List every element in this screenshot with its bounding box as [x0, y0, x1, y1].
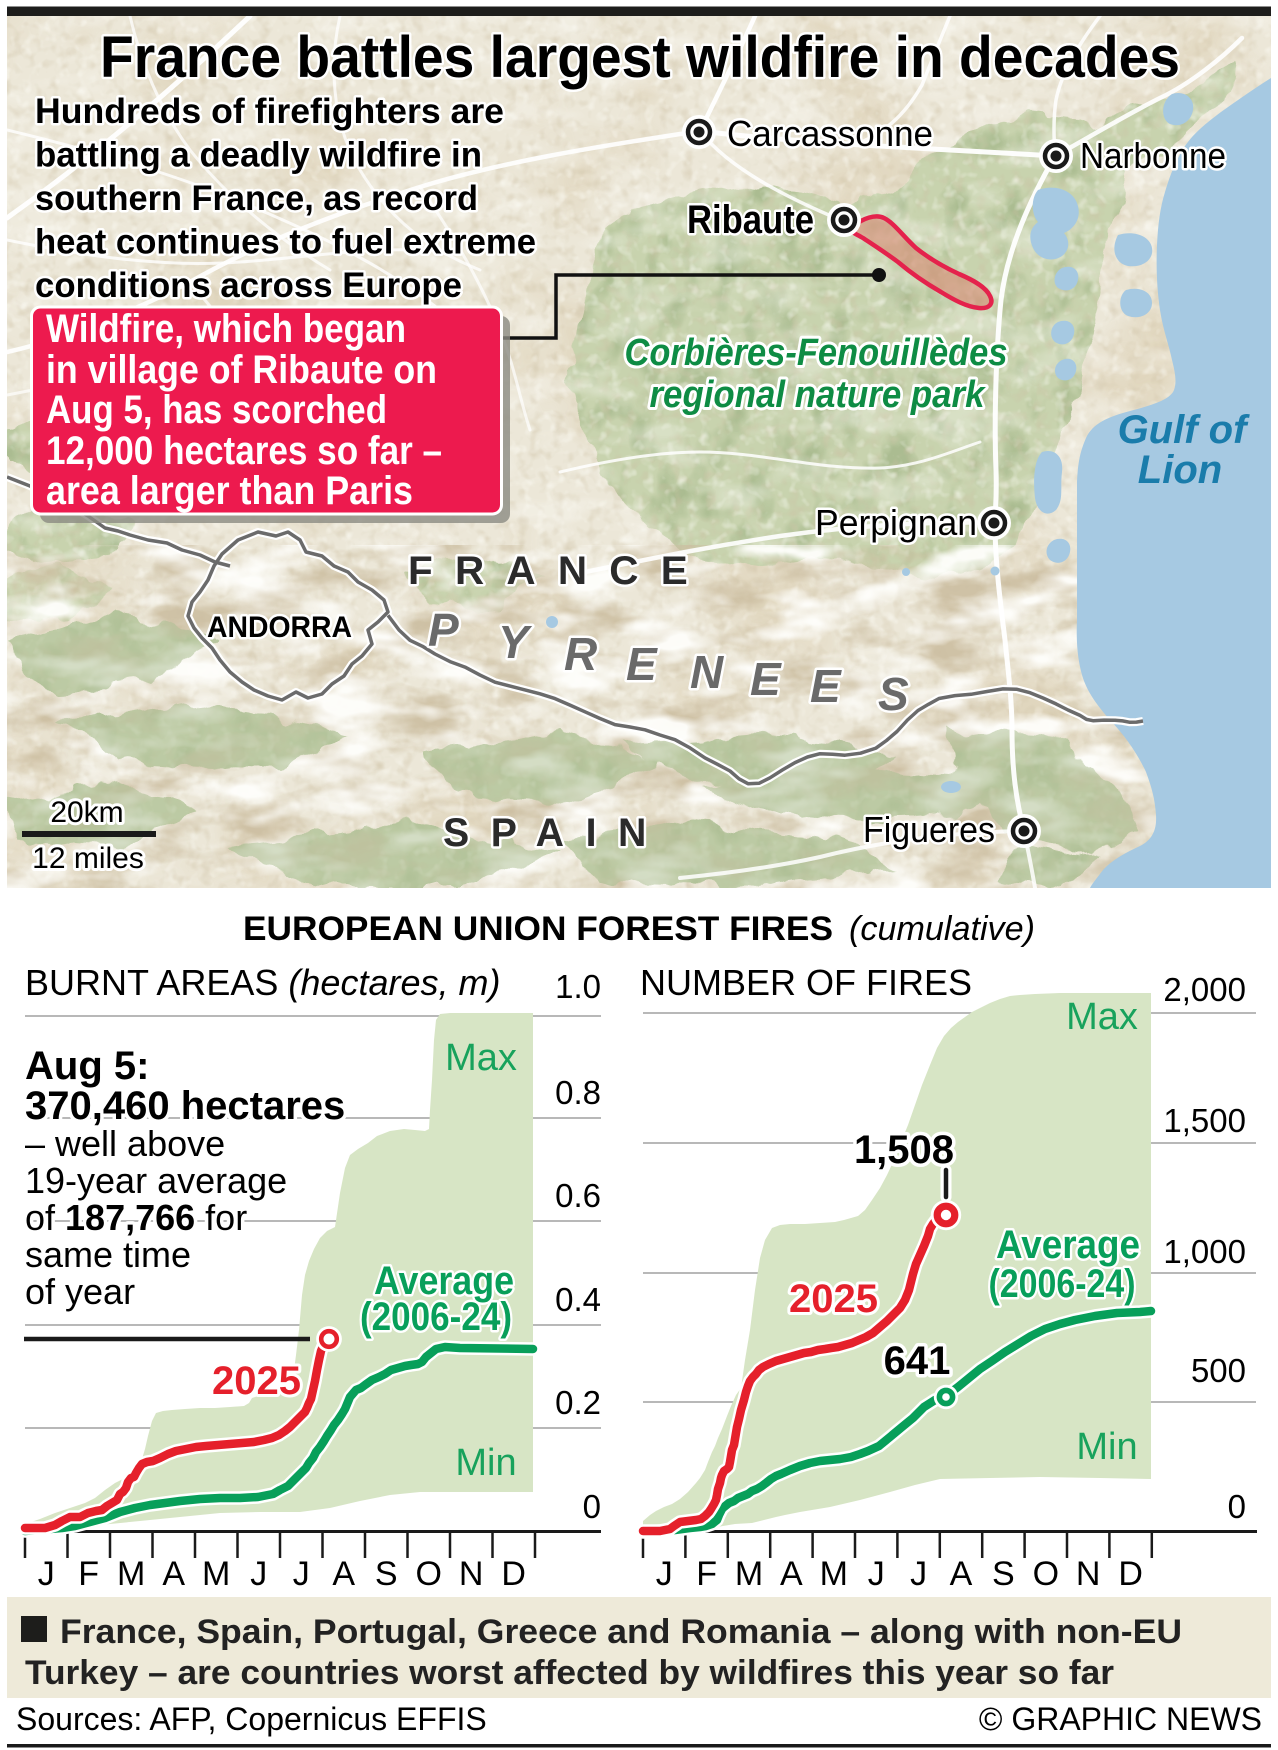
svg-text:© GRAPHIC NEWS: © GRAPHIC NEWS — [979, 1701, 1262, 1737]
svg-text:Corbières-Fenouillèdes: Corbières-Fenouillèdes — [625, 332, 1008, 374]
svg-text:E: E — [810, 660, 842, 712]
svg-text:Figueres: Figueres — [863, 809, 995, 850]
svg-text:Aug 5, has scorched: Aug 5, has scorched — [46, 388, 387, 432]
svg-text:P: P — [428, 604, 459, 656]
svg-text:southern France, as record: southern France, as record — [35, 179, 478, 218]
svg-text:1.0: 1.0 — [555, 968, 601, 1005]
svg-text:Average: Average — [374, 1259, 514, 1303]
svg-text:E: E — [750, 653, 782, 705]
svg-text:1,500: 1,500 — [1163, 1102, 1246, 1139]
svg-text:A: A — [950, 1555, 973, 1593]
svg-text:0: 0 — [1228, 1488, 1246, 1525]
svg-text:2025: 2025 — [212, 1359, 301, 1403]
svg-text:conditions across Europe: conditions across Europe — [35, 266, 462, 305]
svg-text:in village of Ribaute on: in village of Ribaute on — [46, 348, 437, 392]
svg-text:N: N — [690, 646, 724, 698]
svg-text:A: A — [162, 1555, 185, 1593]
svg-text:Hundreds of firefighters are: Hundreds of firefighters are — [35, 92, 504, 131]
svg-text:J: J — [656, 1555, 673, 1593]
svg-text:D: D — [1118, 1555, 1143, 1593]
svg-text:641: 641 — [884, 1339, 951, 1383]
svg-text:2025: 2025 — [789, 1277, 878, 1321]
svg-text:12,000 hectares so far –: 12,000 hectares so far – — [46, 429, 442, 473]
svg-text:J: J — [293, 1555, 310, 1593]
svg-text:Gulf of: Gulf of — [1118, 408, 1251, 452]
svg-text:0.8: 0.8 — [555, 1074, 601, 1111]
svg-text:F: F — [78, 1555, 99, 1593]
svg-text:12 miles: 12 miles — [32, 842, 144, 875]
svg-text:of 187,766 for: of 187,766 for — [25, 1197, 247, 1238]
svg-text:20km: 20km — [50, 796, 123, 829]
svg-text:2,000: 2,000 — [1163, 971, 1246, 1008]
svg-text:F: F — [696, 1555, 717, 1593]
svg-text:500: 500 — [1191, 1352, 1246, 1389]
svg-text:Carcassonne: Carcassonne — [727, 113, 933, 154]
svg-text:S: S — [878, 668, 909, 720]
svg-text:– well above: – well above — [25, 1123, 225, 1164]
svg-text:0: 0 — [583, 1488, 601, 1525]
svg-text:Max: Max — [1066, 996, 1138, 1038]
svg-text:J: J — [910, 1555, 927, 1593]
svg-text:SPAIN: SPAIN — [443, 811, 668, 855]
svg-text:Average: Average — [996, 1223, 1140, 1267]
svg-text:ANDORRA: ANDORRA — [207, 611, 352, 644]
svg-text:M: M — [202, 1555, 230, 1593]
svg-text:France battles largest wildfir: France battles largest wildfire in decad… — [100, 25, 1180, 90]
svg-text:J: J — [38, 1555, 55, 1593]
svg-text:0.2: 0.2 — [555, 1384, 601, 1421]
svg-text:Narbonne: Narbonne — [1080, 135, 1226, 176]
svg-text:Perpignan: Perpignan — [815, 502, 977, 543]
svg-text:A: A — [780, 1555, 803, 1593]
svg-text:Y: Y — [498, 616, 533, 668]
svg-text:A: A — [332, 1555, 355, 1593]
svg-text:Wildfire, which began: Wildfire, which began — [46, 307, 406, 351]
svg-text:D: D — [501, 1555, 526, 1593]
svg-text:of year: of year — [25, 1271, 135, 1312]
svg-text:M: M — [117, 1555, 145, 1593]
svg-text:Max: Max — [445, 1037, 517, 1079]
svg-text:370,460 hectares: 370,460 hectares — [25, 1084, 345, 1128]
svg-text:19-year average: 19-year average — [25, 1160, 287, 1201]
svg-text:N: N — [1076, 1555, 1101, 1593]
svg-text:S: S — [375, 1555, 398, 1593]
svg-text:area larger than Paris: area larger than Paris — [46, 469, 413, 513]
svg-text:Min: Min — [455, 1442, 516, 1484]
svg-text:battling a deadly wildfire in: battling a deadly wildfire in — [35, 136, 482, 175]
svg-text:(2006-24): (2006-24) — [989, 1262, 1136, 1306]
svg-text:Lion: Lion — [1138, 448, 1222, 492]
svg-text:M: M — [735, 1555, 763, 1593]
svg-text:Sources: AFP, Copernicus EFFIS: Sources: AFP, Copernicus EFFIS — [16, 1701, 487, 1737]
svg-text:FRANCE: FRANCE — [408, 549, 710, 593]
svg-text:Aug 5:: Aug 5: — [25, 1044, 149, 1088]
svg-text:1,508: 1,508 — [854, 1128, 954, 1172]
svg-text:N: N — [459, 1555, 484, 1593]
svg-text:EUROPEAN UNION FOREST FIRES (c: EUROPEAN UNION FOREST FIRES (cumulative) — [243, 910, 1035, 948]
svg-text:O: O — [1033, 1555, 1059, 1593]
svg-text:J: J — [868, 1555, 885, 1593]
svg-text:NUMBER OF FIRES: NUMBER OF FIRES — [640, 962, 972, 1003]
svg-text:Turkey – are countries worst a: Turkey – are countries worst affected by… — [25, 1654, 1114, 1692]
svg-text:heat continues to fuel extreme: heat continues to fuel extreme — [35, 223, 536, 262]
svg-text:O: O — [415, 1555, 441, 1593]
svg-text:E: E — [626, 638, 658, 690]
svg-text:1,000: 1,000 — [1163, 1233, 1246, 1270]
svg-text:J: J — [250, 1555, 267, 1593]
svg-text:regional nature park: regional nature park — [650, 374, 987, 416]
svg-text:0.4: 0.4 — [555, 1281, 601, 1318]
svg-text:France, Spain, Portugal, Greec: France, Spain, Portugal, Greece and Roma… — [60, 1613, 1182, 1651]
svg-text:(2006-24): (2006-24) — [360, 1295, 512, 1339]
svg-text:R: R — [564, 628, 597, 680]
svg-text:S: S — [992, 1555, 1015, 1593]
svg-text:same time: same time — [25, 1234, 191, 1275]
svg-text:BURNT AREAS (hectares, m): BURNT AREAS (hectares, m) — [25, 962, 500, 1003]
svg-text:M: M — [820, 1555, 848, 1593]
svg-text:Min: Min — [1076, 1426, 1137, 1468]
svg-text:0.6: 0.6 — [555, 1177, 601, 1214]
svg-text:Ribaute: Ribaute — [687, 198, 814, 242]
